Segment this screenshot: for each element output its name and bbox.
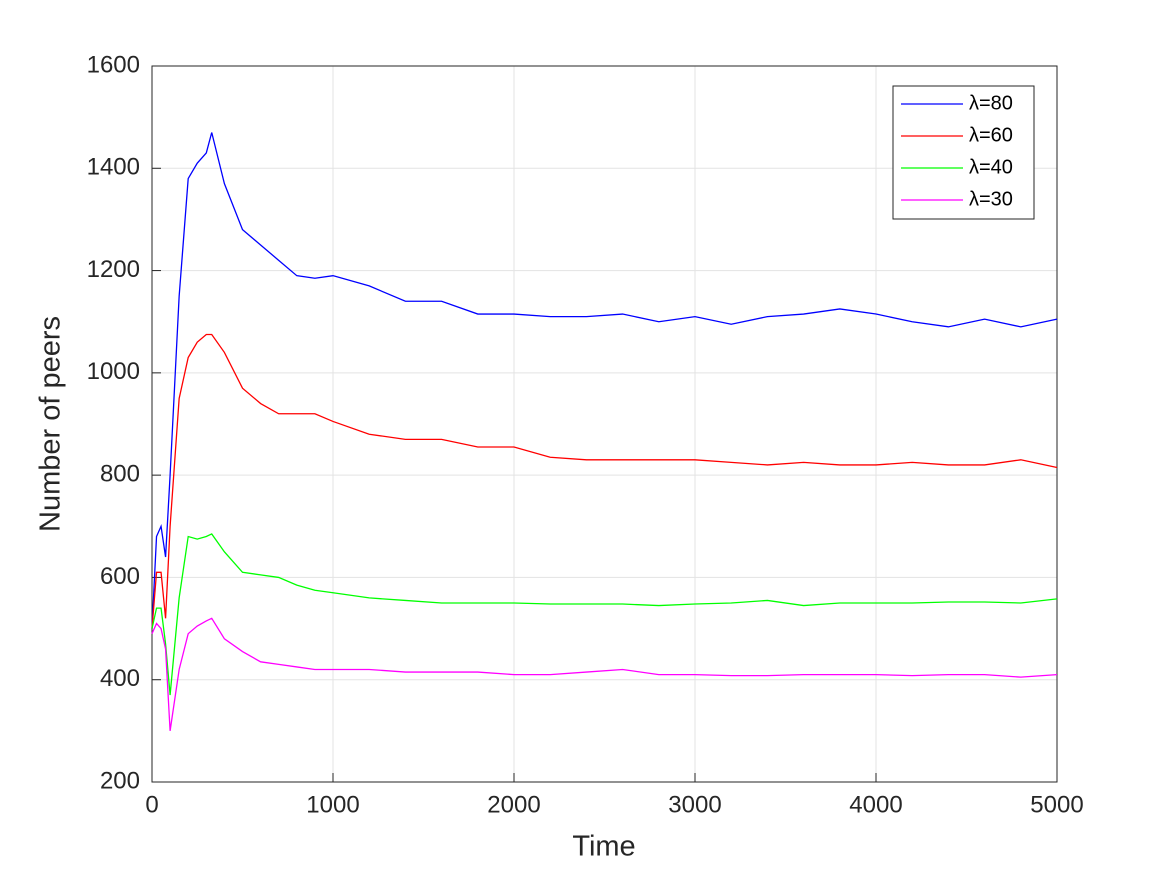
legend-label: λ=30 bbox=[969, 188, 1013, 210]
series-line bbox=[151, 533, 1058, 696]
y-tick-label: 1400 bbox=[87, 154, 140, 181]
series-line bbox=[151, 617, 1058, 731]
y-tick-label: 600 bbox=[100, 563, 140, 590]
axes-box bbox=[151, 65, 1058, 783]
y-tick-label: 800 bbox=[100, 460, 140, 487]
y-tick-label: 1600 bbox=[87, 51, 140, 78]
series-line bbox=[151, 333, 1058, 629]
series-line bbox=[151, 132, 1058, 629]
x-tick-label: 1000 bbox=[306, 791, 359, 818]
x-axis-label: Time bbox=[572, 831, 635, 863]
x-tick-label: 2000 bbox=[487, 791, 540, 818]
legend-label: λ=80 bbox=[969, 92, 1013, 114]
legend-label: λ=60 bbox=[969, 124, 1013, 146]
x-tick-label: 4000 bbox=[849, 791, 902, 818]
y-axis-label: Number of peers bbox=[35, 316, 67, 532]
y-tick-label: 1000 bbox=[87, 358, 140, 385]
y-tick-label: 400 bbox=[100, 665, 140, 692]
y-tick-label: 200 bbox=[100, 767, 140, 794]
x-tick-label: 5000 bbox=[1030, 791, 1083, 818]
x-tick-label: 3000 bbox=[668, 791, 721, 818]
legend-label: λ=40 bbox=[969, 156, 1013, 178]
legend-box bbox=[892, 85, 1035, 220]
x-tick-label: 0 bbox=[145, 791, 158, 818]
y-tick-label: 1200 bbox=[87, 256, 140, 283]
